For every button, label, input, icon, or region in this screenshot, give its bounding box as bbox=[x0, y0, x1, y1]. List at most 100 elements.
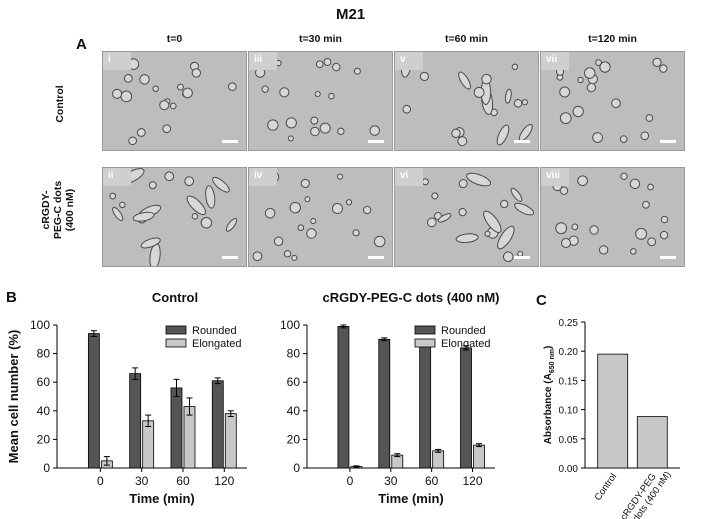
cell bbox=[369, 125, 380, 136]
cell bbox=[577, 76, 584, 84]
micrograph-label: ii bbox=[108, 170, 114, 181]
chart1-title: Control bbox=[152, 290, 198, 305]
cell bbox=[437, 213, 452, 223]
micrograph-viii: viii bbox=[540, 167, 685, 267]
chart2-x-tick-label: 0 bbox=[347, 474, 354, 488]
cell bbox=[483, 210, 502, 234]
cell bbox=[182, 87, 193, 99]
cell bbox=[620, 172, 628, 180]
cell bbox=[560, 237, 571, 248]
scale-bar bbox=[368, 140, 384, 143]
cell bbox=[510, 187, 523, 202]
micrograph-ii: ii bbox=[102, 167, 247, 267]
cell bbox=[642, 200, 650, 209]
cell bbox=[136, 128, 146, 137]
micrograph-inset bbox=[541, 52, 569, 70]
micrograph-i: i bbox=[102, 51, 247, 151]
micrograph-label: vii bbox=[546, 54, 558, 65]
cell-texture bbox=[254, 58, 380, 142]
panel-label-b: B bbox=[6, 289, 17, 306]
chart2-legend-swatch bbox=[414, 325, 436, 335]
cell bbox=[332, 62, 341, 72]
cell bbox=[630, 248, 637, 255]
cell bbox=[521, 99, 528, 106]
cell bbox=[112, 206, 124, 221]
panel-label-a: A bbox=[76, 36, 87, 53]
cell bbox=[419, 71, 429, 81]
cell bbox=[184, 176, 195, 187]
cell bbox=[502, 251, 514, 263]
cell bbox=[647, 237, 657, 247]
chart1-bar bbox=[224, 413, 237, 469]
column-header-t60: t=60 min bbox=[445, 33, 488, 45]
chart1-y-tick-label: 20 bbox=[37, 432, 51, 446]
cell bbox=[629, 178, 641, 190]
cell bbox=[304, 196, 311, 203]
chart2-legend-label: Elongated bbox=[441, 338, 491, 350]
cell bbox=[252, 251, 263, 262]
chart1-x-tick-label: 120 bbox=[214, 474, 234, 488]
cell bbox=[645, 114, 654, 122]
chart2-x-label: Time (min) bbox=[378, 491, 444, 506]
cell bbox=[191, 68, 202, 78]
chart3-bar bbox=[636, 416, 668, 469]
cell bbox=[458, 179, 468, 189]
cell bbox=[455, 233, 479, 244]
scale-bar bbox=[660, 256, 676, 259]
scale-bar bbox=[368, 256, 384, 259]
cell bbox=[559, 186, 569, 195]
chart2-bar bbox=[391, 454, 404, 469]
cell bbox=[300, 178, 310, 188]
chart2-y-tick-label: 100 bbox=[280, 318, 300, 332]
cell bbox=[128, 136, 137, 146]
cell bbox=[572, 105, 584, 118]
cell bbox=[314, 90, 321, 98]
cell bbox=[310, 116, 319, 125]
chart1-bar bbox=[183, 406, 196, 469]
micrograph-iv: iv bbox=[248, 167, 393, 267]
micrograph-inset bbox=[395, 168, 423, 186]
cell bbox=[112, 88, 123, 99]
cell bbox=[583, 67, 596, 79]
cell bbox=[279, 87, 290, 98]
chart1-y-tick-label: 60 bbox=[37, 375, 51, 389]
cell bbox=[363, 205, 372, 215]
cell bbox=[177, 83, 184, 91]
chart2-y-tick-label: 0 bbox=[293, 461, 300, 475]
chart1-legend-swatch bbox=[165, 338, 187, 348]
cell bbox=[577, 175, 588, 187]
cell bbox=[289, 201, 302, 214]
cell bbox=[291, 254, 298, 261]
cell bbox=[148, 181, 157, 190]
cell bbox=[306, 228, 317, 239]
cell bbox=[592, 132, 603, 143]
cell bbox=[123, 74, 133, 83]
cell bbox=[261, 85, 269, 93]
cell bbox=[287, 135, 294, 142]
chart2-y-tick-label: 20 bbox=[287, 432, 301, 446]
chart2-bar bbox=[473, 444, 485, 469]
cell bbox=[162, 124, 172, 134]
scale-bar bbox=[514, 256, 530, 259]
micrograph-vi: vi bbox=[394, 167, 539, 267]
chart2-legend-label: Rounded bbox=[441, 325, 486, 337]
cell bbox=[586, 82, 597, 93]
cell bbox=[152, 85, 159, 92]
micrograph-inset bbox=[103, 168, 131, 186]
chart2-legend-swatch bbox=[414, 338, 436, 348]
cell bbox=[426, 217, 437, 228]
chart2-x-tick-label: 60 bbox=[425, 474, 439, 488]
cell bbox=[337, 173, 344, 180]
cell bbox=[310, 126, 320, 137]
chart2-bar bbox=[337, 326, 350, 469]
cell bbox=[619, 135, 628, 143]
cell bbox=[285, 117, 297, 129]
chart3-y-label-part: Absorbance (A bbox=[543, 373, 554, 444]
cell bbox=[205, 185, 216, 209]
chart1-bar bbox=[129, 373, 142, 469]
chart2-bar bbox=[419, 341, 432, 469]
column-header-t120: t=120 min bbox=[588, 33, 637, 45]
chart2-x-tick-label: 30 bbox=[384, 474, 398, 488]
chart2-bar bbox=[378, 338, 391, 469]
cell bbox=[373, 235, 386, 248]
